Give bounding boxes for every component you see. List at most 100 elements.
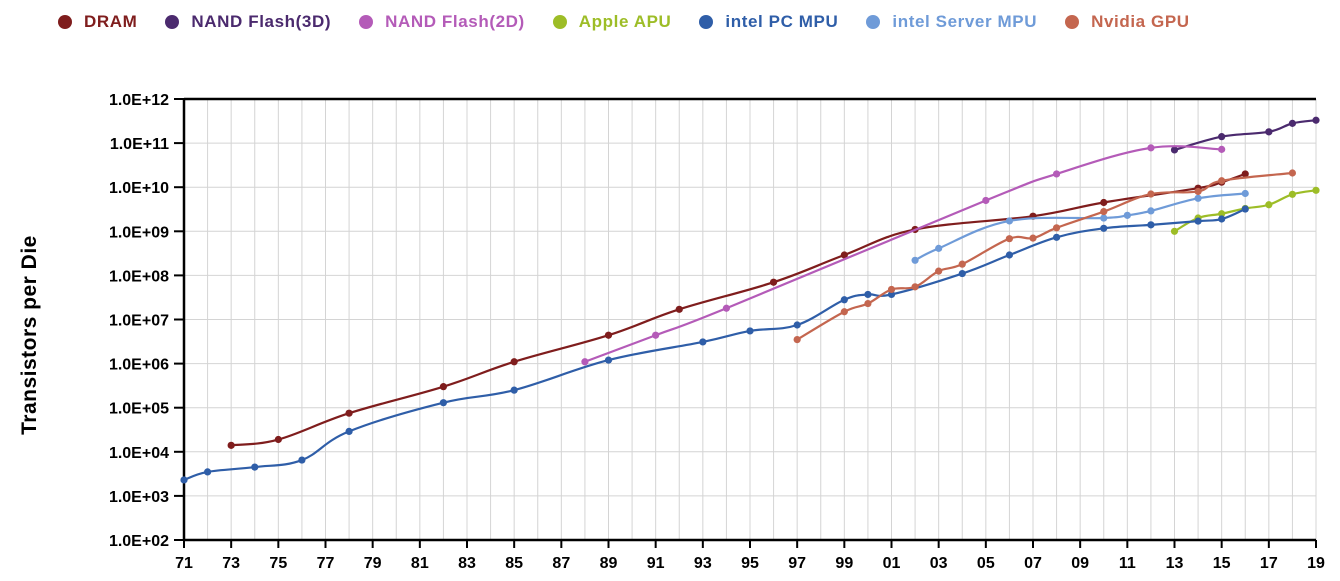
y-tick-label: 1.0E+03 (109, 489, 169, 506)
x-tick-label: 97 (788, 555, 806, 572)
legend-marker (866, 15, 881, 29)
data-point-nvidia-gpu (911, 283, 919, 291)
x-tick-label: 13 (1166, 555, 1184, 572)
data-point-dram (1100, 198, 1108, 207)
x-tick-label: 91 (647, 555, 665, 572)
data-point-nvidia-gpu (1147, 190, 1155, 198)
data-point-dram (510, 358, 518, 366)
legend-label: NAND Flash(3D) (191, 12, 332, 31)
data-point-dram (675, 305, 683, 313)
legend-item-nand-2d: NAND Flash(2D) (359, 12, 525, 32)
data-point-intel-pc-mpu (439, 399, 448, 407)
data-point-intel-pc-mpu (840, 296, 848, 304)
data-point-apple-apu (1288, 190, 1297, 198)
x-tick-label: 15 (1213, 555, 1231, 572)
data-point-dram (840, 251, 848, 259)
data-point-nvidia-gpu (1288, 169, 1297, 177)
data-point-intel-pc-mpu (1218, 215, 1226, 223)
data-point-nvidia-gpu (1005, 235, 1014, 243)
x-tick-label: 95 (741, 555, 759, 572)
legend-marker (165, 15, 180, 29)
data-point-intel-pc-mpu (510, 386, 518, 394)
legend-label: Apple APU (578, 12, 672, 31)
data-point-nand-flash-3d (1288, 119, 1297, 127)
legend-item-nand-3d: NAND Flash(3D) (165, 12, 331, 32)
data-point-dram (345, 409, 353, 417)
y-tick-label: 1.0E+04 (109, 445, 169, 462)
data-point-nvidia-gpu (864, 299, 872, 308)
legend-label: Nvidia GPU (1091, 12, 1190, 31)
data-point-intel-pc-mpu (699, 338, 707, 346)
x-tick-label: 71 (175, 555, 193, 572)
data-point-intel-server-mpu (1241, 189, 1249, 198)
data-point-intel-pc-mpu (887, 290, 896, 299)
data-point-intel-pc-mpu (180, 476, 188, 484)
legend-marker (699, 15, 714, 29)
x-tick-label: 03 (930, 555, 948, 572)
data-point-intel-server-mpu (911, 256, 919, 264)
y-tick-label: 1.0E+05 (109, 401, 169, 418)
data-point-nvidia-gpu (935, 267, 943, 275)
y-tick-label: 1.0E+07 (109, 313, 169, 330)
data-point-dram (274, 435, 282, 444)
data-point-intel-pc-mpu (203, 468, 212, 476)
data-point-nand-flash-3d (1265, 128, 1273, 136)
x-tick-label: 73 (222, 555, 240, 572)
data-point-apple-apu (1312, 186, 1320, 194)
legend-marker (552, 15, 567, 29)
x-tick-label: 11 (1119, 555, 1136, 572)
data-point-intel-server-mpu (935, 244, 943, 252)
data-point-intel-pc-mpu (1005, 251, 1014, 259)
series-line-intel-pc-mpu (183, 208, 1246, 481)
series-line-intel-server-mpu (914, 192, 1246, 262)
data-point-apple-apu (1265, 201, 1273, 209)
data-point-nand-flash-3d (1218, 133, 1226, 141)
legend-item-nvidia-gpu: Nvidia GPU (1065, 12, 1190, 32)
legend-label: DRAM (84, 12, 138, 31)
data-point-nvidia-gpu (1218, 177, 1226, 185)
y-tick-label: 1.0E+10 (109, 180, 169, 197)
data-point-intel-server-mpu (1194, 194, 1202, 202)
data-point-dram (227, 441, 235, 449)
legend-item-intel-pc-mpu: intel PC MPU (699, 12, 838, 32)
data-point-dram (439, 383, 448, 391)
data-point-nvidia-gpu (1100, 207, 1108, 216)
data-point-intel-pc-mpu (1241, 205, 1249, 213)
x-tick-label: 01 (883, 555, 901, 572)
y-tick-label: 1.0E+08 (109, 268, 169, 285)
x-tick-label: 87 (552, 555, 570, 572)
data-point-nand-flash-2d (722, 304, 731, 312)
data-point-apple-apu (1218, 210, 1226, 218)
data-point-intel-server-mpu (1123, 211, 1131, 219)
x-tick-label: 17 (1260, 555, 1278, 572)
data-point-nvidia-gpu (1194, 187, 1202, 196)
x-tick-label: 77 (317, 555, 335, 572)
data-point-intel-pc-mpu (1194, 217, 1202, 225)
legend: DRAM NAND Flash(3D) NAND Flash(2D) Apple… (58, 8, 1190, 36)
data-point-nand-flash-2d (982, 196, 990, 205)
data-point-intel-pc-mpu (345, 427, 353, 436)
data-point-intel-pc-mpu (864, 290, 872, 299)
legend-label: intel Server MPU (892, 12, 1038, 31)
data-point-nvidia-gpu (1052, 224, 1061, 232)
data-point-intel-pc-mpu (251, 463, 259, 471)
legend-marker (58, 15, 72, 29)
x-tick-label: 75 (269, 555, 287, 572)
data-point-nand-flash-3d (1170, 146, 1179, 154)
data-point-intel-pc-mpu (793, 321, 801, 329)
data-point-intel-pc-mpu (1147, 221, 1155, 229)
data-point-nvidia-gpu (958, 260, 966, 268)
data-point-nand-flash-3d (1312, 116, 1320, 124)
data-point-intel-server-mpu (1100, 214, 1108, 222)
legend-item-dram: DRAM (58, 12, 137, 32)
x-tick-label: 85 (505, 555, 523, 572)
data-point-dram (769, 278, 778, 286)
x-tick-label: 81 (411, 555, 429, 572)
y-tick-label: 1.0E+09 (109, 224, 169, 241)
data-point-intel-pc-mpu (1100, 224, 1108, 232)
data-point-nand-flash-2d (581, 358, 589, 366)
legend-item-apple-apu: Apple APU (552, 12, 672, 32)
data-point-nvidia-gpu (887, 285, 896, 294)
y-tick-label: 1.0E+11 (110, 136, 169, 153)
